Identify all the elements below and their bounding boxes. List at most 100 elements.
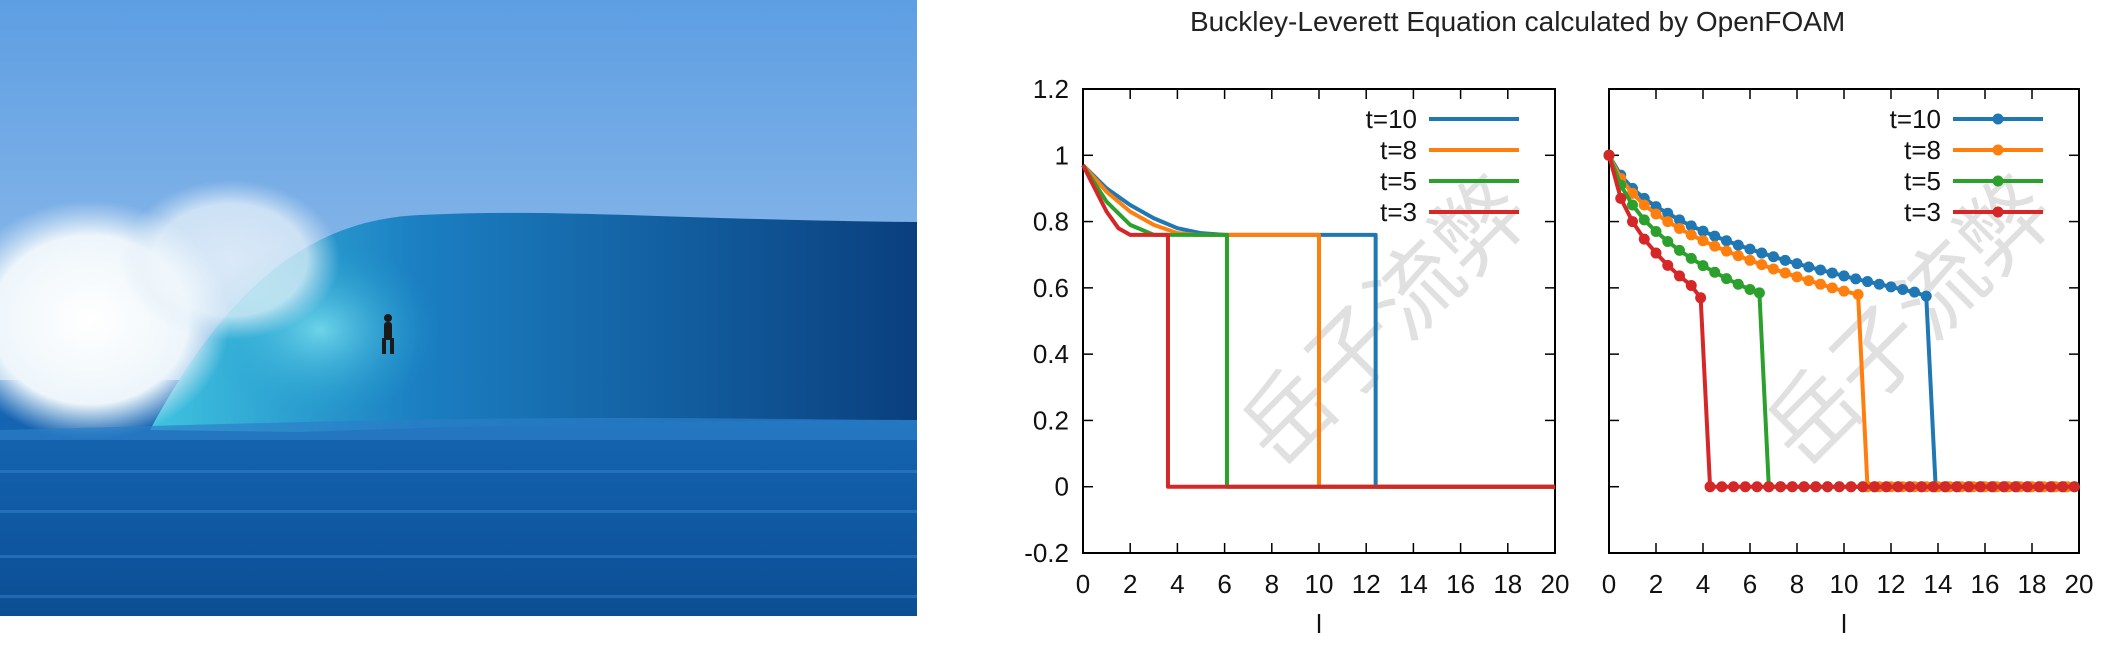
data-point-t=10 bbox=[1897, 284, 1909, 296]
data-point-t=8 bbox=[1650, 208, 1662, 220]
data-point-t=3 bbox=[1798, 481, 1810, 493]
legend-label: t=3 bbox=[1904, 197, 1941, 227]
data-point-t=5 bbox=[1685, 252, 1697, 264]
data-point-t=3 bbox=[1662, 259, 1674, 271]
data-point-t=3 bbox=[1939, 481, 1951, 493]
y-tick-label: 0.4 bbox=[1033, 339, 1069, 369]
data-point-t=8 bbox=[1662, 216, 1674, 228]
x-tick-label: 20 bbox=[1541, 569, 1570, 599]
series-line-t=3 bbox=[1081, 164, 1555, 489]
legend-label: t=8 bbox=[1380, 135, 1417, 165]
x-tick-label: 4 bbox=[1696, 569, 1710, 599]
y-tick-label: 0.2 bbox=[1033, 405, 1069, 435]
data-point-t=8 bbox=[1638, 199, 1650, 211]
data-point-t=10 bbox=[1885, 281, 1897, 293]
data-point-t=8 bbox=[1721, 245, 1732, 257]
data-point-t=3 bbox=[1627, 216, 1638, 228]
x-tick-label: 14 bbox=[1399, 569, 1428, 599]
x-tick-label: 8 bbox=[1265, 569, 1279, 599]
data-point-t=3 bbox=[1638, 233, 1650, 245]
data-point-t=10 bbox=[1909, 286, 1920, 298]
data-point-t=3 bbox=[1822, 481, 1834, 493]
data-point-t=10 bbox=[1826, 267, 1838, 279]
data-point-t=3 bbox=[1916, 481, 1928, 493]
x-tick-label: 2 bbox=[1123, 569, 1137, 599]
data-point-t=10 bbox=[1838, 270, 1850, 282]
data-point-t=3 bbox=[1951, 481, 1963, 493]
data-point-t=3 bbox=[1892, 481, 1904, 493]
data-point-t=5 bbox=[1638, 214, 1650, 226]
x-tick-label: 10 bbox=[1830, 569, 1859, 599]
data-point-t=5 bbox=[1627, 199, 1638, 211]
x-tick-label: 12 bbox=[1352, 569, 1381, 599]
data-point-t=8 bbox=[1779, 267, 1791, 279]
data-point-t=5 bbox=[1744, 284, 1756, 296]
surfing-wave-photo bbox=[0, 0, 917, 616]
data-point-t=10 bbox=[1756, 247, 1768, 259]
data-point-t=10 bbox=[1803, 261, 1815, 273]
data-point-t=3 bbox=[2068, 481, 2080, 493]
data-point-t=5 bbox=[1674, 244, 1685, 256]
data-point-t=3 bbox=[1739, 481, 1751, 493]
data-point-t=3 bbox=[1857, 481, 1869, 493]
legend-marker bbox=[1992, 175, 2004, 187]
data-point-t=3 bbox=[1704, 481, 1716, 493]
y-tick-label: 0.6 bbox=[1033, 273, 1069, 303]
data-point-t=3 bbox=[1763, 481, 1775, 493]
x-tick-label: 14 bbox=[1924, 569, 1953, 599]
data-point-t=3 bbox=[1810, 481, 1822, 493]
data-point-t=5 bbox=[1709, 266, 1721, 278]
data-point-t=8 bbox=[1685, 229, 1697, 241]
data-point-t=3 bbox=[1869, 481, 1881, 493]
x-tick-label: 8 bbox=[1790, 569, 1804, 599]
x-tick-label: 4 bbox=[1170, 569, 1184, 599]
data-point-t=3 bbox=[1880, 481, 1892, 493]
data-point-t=8 bbox=[1627, 187, 1638, 199]
data-point-t=8 bbox=[1674, 223, 1685, 235]
data-point-t=8 bbox=[1838, 285, 1850, 297]
data-point-t=3 bbox=[1998, 481, 2010, 493]
data-point-t=8 bbox=[1791, 271, 1803, 283]
legend-marker bbox=[1992, 206, 2004, 218]
data-point-t=10 bbox=[1791, 258, 1803, 270]
data-point-t=8 bbox=[1852, 288, 1864, 300]
data-point-t=8 bbox=[1697, 235, 1709, 247]
legend-label: t=5 bbox=[1904, 166, 1941, 196]
data-point-t=10 bbox=[1850, 273, 1862, 285]
data-point-t=5 bbox=[1662, 235, 1674, 247]
data-point-t=3 bbox=[2057, 481, 2069, 493]
data-point-t=5 bbox=[1697, 260, 1709, 272]
data-point-t=10 bbox=[1732, 239, 1744, 251]
data-point-t=3 bbox=[1845, 481, 1857, 493]
data-point-t=10 bbox=[1721, 235, 1732, 247]
legend-marker bbox=[1992, 144, 2004, 156]
data-point-t=3 bbox=[1963, 481, 1975, 493]
data-point-t=3 bbox=[1904, 481, 1916, 493]
data-point-t=3 bbox=[1728, 481, 1740, 493]
data-point-t=10 bbox=[1685, 220, 1697, 232]
data-point-t=8 bbox=[1756, 259, 1768, 271]
data-point-t=8 bbox=[1803, 275, 1815, 287]
left-chart-panel: 0 2 4 6 8 10 12 14 16 18 201.210.80.60.40.20-0.2l岳… bbox=[1024, 74, 1569, 639]
legend-label: t=5 bbox=[1380, 166, 1417, 196]
data-point-t=3 bbox=[1986, 481, 1998, 493]
data-point-t=10 bbox=[1873, 278, 1885, 290]
y-tick-label: -0.2 bbox=[1024, 538, 1069, 568]
data-point-t=3 bbox=[1927, 481, 1939, 493]
x-tick-label: 2 bbox=[1649, 569, 1663, 599]
x-tick-label: 16 bbox=[1971, 569, 2000, 599]
data-point-t=3 bbox=[1650, 247, 1662, 259]
y-tick-label: 0.8 bbox=[1033, 207, 1069, 237]
data-point-t=5 bbox=[1721, 273, 1732, 285]
data-point-t=3 bbox=[2033, 481, 2045, 493]
y-tick-label: 1 bbox=[1055, 140, 1069, 170]
x-tick-label: 6 bbox=[1217, 569, 1231, 599]
x-axis-label: l bbox=[1841, 609, 1847, 639]
data-point-t=8 bbox=[1709, 240, 1721, 252]
data-point-t=3 bbox=[1603, 149, 1615, 161]
data-point-t=3 bbox=[1833, 481, 1845, 493]
data-point-t=8 bbox=[1826, 282, 1838, 294]
y-tick-label: 0 bbox=[1055, 472, 1069, 502]
